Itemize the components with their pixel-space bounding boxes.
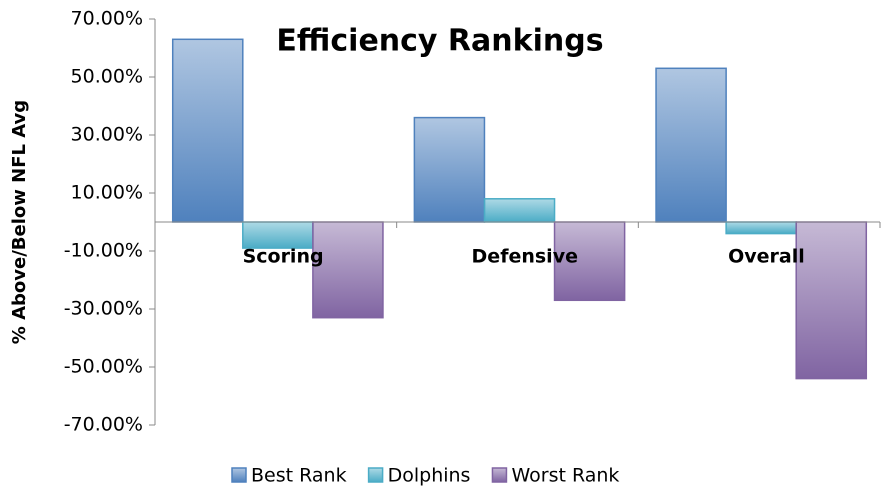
- bar: [483, 198, 556, 223]
- y-tick-label: -70.00%: [64, 414, 143, 436]
- legend-swatch: [367, 467, 384, 483]
- x-tick-label: Scoring: [243, 246, 324, 268]
- y-tick-label: -50.00%: [64, 356, 143, 378]
- chart-title: Efficiency Rankings: [276, 24, 603, 59]
- bar: [725, 221, 797, 235]
- legend-label: Dolphins: [388, 465, 471, 487]
- y-tick-label: 50.00%: [71, 66, 143, 88]
- legend-label: Best Rank: [251, 465, 347, 487]
- bar: [553, 221, 626, 302]
- legend-swatch: [231, 467, 247, 483]
- bar: [795, 221, 868, 380]
- y-tick-label: -10.00%: [64, 240, 143, 262]
- y-tick-label: 10.00%: [71, 182, 143, 204]
- bar: [242, 221, 314, 249]
- bar: [413, 116, 486, 223]
- x-tick-label: Defensive: [472, 246, 578, 268]
- bar: [312, 221, 384, 319]
- y-tick-label: 30.00%: [71, 124, 143, 146]
- y-tick-label: -30.00%: [64, 298, 143, 320]
- bar: [655, 67, 727, 223]
- y-axis-label: % Above/Below NFL Avg: [9, 100, 30, 344]
- legend-label: Worst Rank: [511, 465, 619, 487]
- x-tick-label: Overall: [728, 246, 805, 268]
- bar: [171, 38, 244, 223]
- y-tick-label: 70.00%: [71, 8, 143, 30]
- legend-swatch: [491, 467, 508, 483]
